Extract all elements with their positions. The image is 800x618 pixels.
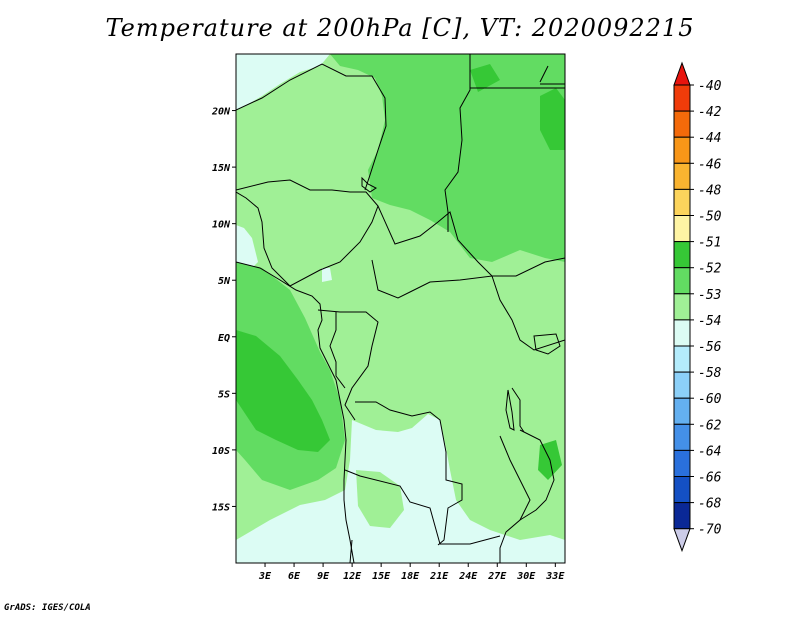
map-frame — [235, 53, 566, 564]
colorbar-label: -54 — [698, 314, 721, 329]
colorbar-label: -52 — [698, 262, 722, 277]
chart-title: Temperature at 200hPa [C], VT: 202009221… — [105, 14, 695, 42]
lon-tick-label: 30E — [516, 571, 536, 582]
longitude-axis: 3E 6E 9E 12E 15E 18E 21E 24E 27E 30E 33E — [258, 563, 565, 582]
colorbar-box — [673, 423, 691, 451]
colorbar-label: -58 — [698, 366, 722, 381]
lon-tick-label: 33E — [545, 571, 565, 582]
field-region-dark — [236, 330, 330, 452]
colorbar-top-arrow — [673, 61, 691, 86]
colorbar-box — [673, 84, 691, 112]
colorbar-label: -62 — [698, 418, 722, 433]
colorbar-label: -46 — [698, 157, 722, 172]
lat-tick-label: 15N — [212, 163, 231, 174]
colorbar-label: -40 — [698, 79, 722, 94]
colorbar: -40 -42 -44 -46 -48 -50 -51 -52 -53 -54 -56 -58 -60 -… — [673, 61, 722, 553]
colorbar-box — [673, 502, 691, 530]
lon-tick-label: 9E — [317, 571, 330, 582]
coastline — [236, 261, 355, 563]
colorbar-bottom-arrow — [673, 528, 691, 553]
colorbar-label: -66 — [698, 471, 722, 486]
lat-tick-label: 5N — [218, 276, 231, 287]
lon-tick-label: 21E — [429, 571, 449, 582]
lat-tick-label: 10S — [212, 446, 230, 457]
country-borders — [236, 54, 565, 563]
credit-text: GrADS: IGES/COLA — [4, 603, 91, 613]
field-region-cyan — [236, 225, 258, 268]
field-region-medium — [330, 54, 565, 262]
lon-tick-label: 15E — [372, 571, 391, 582]
colorbar-box — [673, 136, 691, 164]
lat-tick-label: 15S — [212, 502, 230, 513]
latitude-axis: 20N 15N 10N 5N EQ 5S 10S 15S — [211, 107, 236, 513]
colorbar-box — [673, 476, 691, 504]
colorbar-box — [673, 449, 691, 477]
colorbar-box — [673, 293, 691, 321]
colorbar-box — [673, 162, 691, 190]
colorbar-label: -44 — [698, 131, 721, 146]
colorbar-box — [673, 241, 691, 269]
colorbar-box — [673, 215, 691, 243]
field-region-dark — [470, 64, 500, 92]
lon-tick-label: 3E — [258, 571, 272, 582]
colorbar-box — [673, 345, 691, 373]
colorbar-box — [673, 188, 691, 216]
lakes — [361, 176, 561, 431]
colorbar-label: -70 — [698, 523, 722, 538]
lon-tick-label: 24E — [458, 571, 478, 582]
colorbar-label: -68 — [698, 497, 722, 512]
colorbar-label: -60 — [698, 392, 722, 407]
field-region-cyan — [322, 268, 332, 282]
colorbar-label: -48 — [698, 183, 722, 198]
lat-tick-label: EQ — [218, 333, 230, 344]
lat-tick-label: 20N — [211, 107, 231, 118]
colorbar-box — [673, 397, 691, 425]
lon-tick-label: 12E — [343, 571, 362, 582]
colorbar-label: -51 — [698, 236, 721, 251]
field-region-cyan — [236, 54, 330, 110]
colorbar-label: -42 — [698, 105, 722, 120]
colorbar-label: -56 — [698, 340, 722, 355]
colorbar-box — [673, 267, 691, 295]
map-panel: 3E 6E 9E 12E 15E 18E 21E 24E 27E 30E 33E 20N 15N 10N… — [211, 53, 566, 582]
colorbar-box — [673, 319, 691, 347]
colorbar-label: -64 — [698, 444, 721, 459]
colorbar-label: -50 — [698, 210, 722, 225]
lat-tick-label: 5S — [218, 389, 230, 400]
lat-tick-label: 10N — [212, 220, 231, 231]
colorbar-label: -53 — [698, 288, 721, 303]
field-region-cyan — [236, 414, 565, 563]
lon-tick-label: 27E — [487, 571, 507, 582]
lon-tick-label: 18E — [401, 571, 420, 582]
field-region-dark — [540, 88, 565, 150]
lon-tick-label: 6E — [288, 571, 301, 582]
colorbar-box — [673, 371, 691, 399]
colorbar-box — [673, 110, 691, 138]
